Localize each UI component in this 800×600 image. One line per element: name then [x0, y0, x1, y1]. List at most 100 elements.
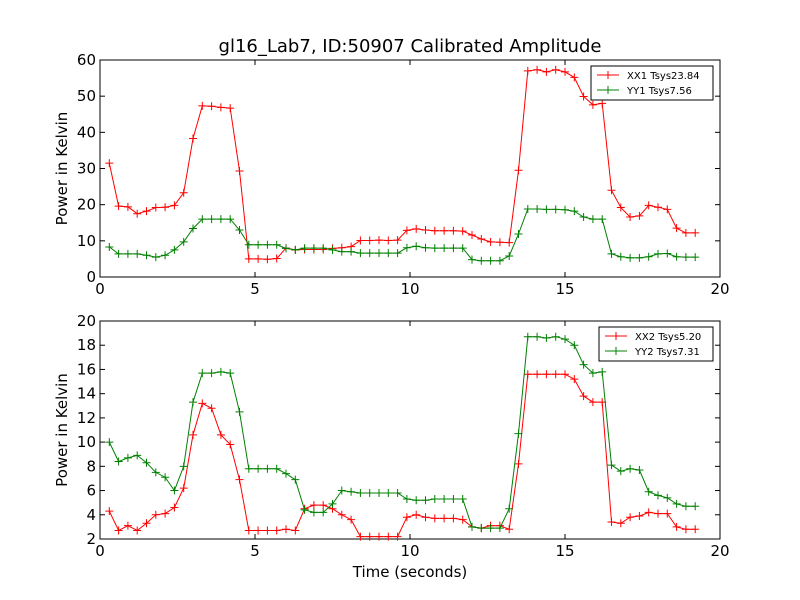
data-point — [533, 370, 542, 379]
y-axis-label: Power in Kelvin — [53, 112, 71, 226]
y-axis-label: Power in Kelvin — [53, 373, 71, 487]
data-point — [412, 242, 421, 251]
data-point — [616, 252, 625, 261]
data-point — [477, 524, 486, 533]
y-tick-label: 30 — [77, 160, 96, 178]
series-1 — [105, 370, 700, 541]
data-point — [635, 465, 644, 474]
data-point — [542, 370, 551, 379]
data-point — [468, 522, 476, 531]
x-tick-label: 0 — [95, 280, 105, 298]
data-point — [626, 513, 635, 522]
data-point — [375, 236, 383, 245]
data-point — [282, 525, 290, 534]
data-point — [430, 244, 439, 253]
data-point — [161, 203, 170, 212]
data-point — [598, 367, 607, 376]
y-tick-label: 10 — [77, 433, 96, 451]
data-point — [607, 186, 616, 195]
data-point — [672, 252, 681, 261]
data-point — [477, 256, 486, 265]
data-point — [356, 488, 365, 497]
data-point — [570, 73, 579, 82]
data-point — [198, 215, 207, 224]
data-point — [561, 67, 569, 76]
data-point — [430, 495, 439, 504]
data-point — [635, 211, 644, 220]
data-point — [672, 224, 681, 233]
x-tick-label: 10 — [400, 280, 419, 298]
data-point — [384, 236, 393, 245]
y-tick-label: 20 — [77, 196, 96, 214]
data-point — [328, 499, 337, 508]
data-point — [365, 488, 374, 497]
data-point — [356, 236, 365, 245]
data-point — [542, 205, 551, 214]
data-point — [561, 370, 569, 379]
data-point — [356, 249, 365, 258]
data-point — [449, 226, 458, 235]
data-point — [151, 510, 160, 519]
x-tick-label: 5 — [250, 280, 260, 298]
data-point — [533, 205, 542, 214]
data-point — [263, 255, 272, 264]
data-point — [551, 332, 560, 341]
data-point — [644, 201, 653, 210]
y-tick-label: 12 — [77, 409, 96, 427]
data-point — [579, 392, 588, 401]
data-point — [123, 453, 132, 462]
data-point — [505, 238, 514, 247]
data-point — [170, 245, 179, 254]
data-point — [654, 249, 662, 258]
data-point — [495, 524, 504, 533]
data-point — [170, 201, 179, 210]
data-point — [616, 203, 625, 212]
data-point — [672, 499, 681, 508]
data-point — [440, 495, 449, 504]
data-point — [691, 253, 700, 262]
data-point — [551, 370, 560, 379]
data-point — [588, 100, 597, 109]
data-point — [161, 473, 170, 482]
data-point — [347, 515, 356, 524]
data-point — [291, 526, 300, 535]
bottom-subplot: 0 5 10 15 20 2 4 6 8 10 12 14 16 18 20 Power in Kelvin X… — [53, 312, 730, 560]
data-point — [384, 532, 393, 541]
data-point — [105, 438, 114, 447]
y-tick-label: 10 — [77, 232, 96, 250]
data-point — [198, 369, 207, 378]
data-point — [133, 249, 142, 258]
series-2 — [105, 205, 700, 265]
data-point — [365, 532, 374, 541]
data-point — [663, 249, 672, 258]
data-point — [291, 245, 300, 254]
data-point — [440, 244, 449, 253]
data-point — [412, 510, 421, 519]
data-point — [412, 496, 421, 505]
data-point — [514, 229, 523, 238]
figure-title: gl16_Lab7, ID:50907 Calibrated Amplitude — [219, 36, 602, 57]
data-point — [263, 464, 272, 473]
data-point — [551, 205, 560, 214]
y-tick-label: 50 — [77, 87, 96, 105]
legend-box — [590, 65, 714, 101]
x-tick-label: 10 — [400, 542, 419, 560]
data-point — [421, 225, 430, 234]
data-point — [216, 103, 225, 112]
data-point — [607, 518, 616, 527]
data-point — [319, 508, 328, 517]
data-point — [226, 104, 235, 113]
data-point — [402, 513, 411, 522]
data-point — [105, 159, 114, 168]
data-point — [263, 240, 272, 249]
data-point — [402, 226, 411, 235]
data-point — [207, 102, 216, 111]
data-point — [430, 514, 439, 523]
data-point — [375, 249, 383, 258]
data-point — [375, 532, 383, 541]
data-point — [616, 519, 625, 528]
data-point — [123, 249, 132, 258]
data-point — [542, 333, 551, 342]
data-point — [142, 458, 151, 467]
data-point — [635, 511, 644, 520]
